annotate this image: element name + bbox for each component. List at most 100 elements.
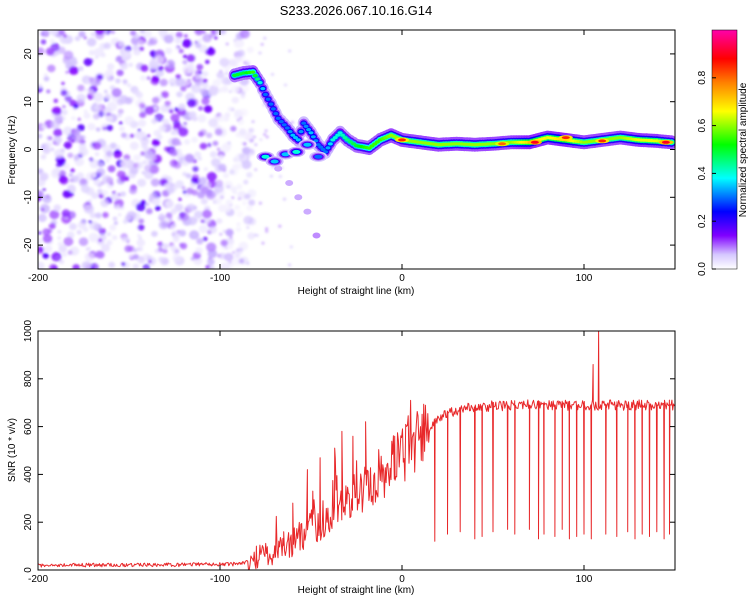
heatmap-noise-speckle (107, 63, 115, 70)
heatmap-noise-speckle (69, 223, 77, 231)
heatmap-noise-speckle (194, 30, 204, 36)
x-tick-label: -200 (28, 273, 48, 284)
heatmap-ridge-center (325, 146, 331, 150)
heatmap-noise-speckle (236, 222, 241, 226)
heatmap-noise-speckle (232, 127, 236, 131)
heatmap-noise-speckle (150, 194, 155, 199)
heatmap-noise-speckle (54, 136, 63, 144)
heatmap-ridge-center (344, 138, 350, 142)
heatmap-noise-speckle (58, 175, 68, 184)
heatmap-noise-speckle (180, 85, 187, 92)
heatmap-noise-speckle (148, 259, 152, 264)
heatmap-noise-speckle (146, 76, 151, 80)
heatmap-noise-speckle (102, 126, 107, 130)
heatmap-noise-speckle (132, 263, 139, 269)
heatmap-noise-speckle (178, 127, 189, 137)
heatmap-noise-speckle (254, 143, 258, 147)
heatmap-noise-speckle (170, 113, 180, 123)
heatmap-noise-speckle (70, 192, 75, 196)
heatmap-noise-speckle (115, 205, 121, 210)
heatmap-ridge-center (284, 126, 290, 130)
heatmap-ridge-center (290, 133, 296, 137)
heatmap-noise-speckle (58, 244, 68, 253)
heatmap-noise-speckle (140, 64, 149, 72)
heatmap-noise-speckle (76, 93, 86, 103)
heatmap-noise-speckle (58, 30, 66, 36)
heatmap-noise-speckle (209, 85, 219, 94)
heatmap-noise-speckle (196, 237, 204, 245)
x-tick-label: 0 (399, 273, 405, 284)
heatmap-noise-speckle (88, 49, 95, 56)
heatmap-noise-speckle (123, 154, 131, 161)
heatmap-noise-speckle (203, 105, 213, 113)
heatmap-noise-speckle (255, 234, 259, 237)
heatmap-noise-speckle (120, 191, 126, 197)
heatmap-ridge-center (342, 136, 348, 140)
heatmap-noise-speckle (183, 54, 187, 59)
heatmap-noise-speckle (231, 196, 235, 200)
heatmap-noise-speckle (117, 213, 122, 217)
heatmap-noise-speckle (49, 210, 60, 220)
heatmap-noise-speckle (251, 120, 255, 123)
heatmap-noise-speckle (278, 224, 282, 228)
heatmap-ridge-center (347, 140, 353, 144)
heatmap-noise-speckle (224, 112, 231, 118)
heatmap-noise-speckle (140, 151, 146, 156)
heatmap-noise-speckle (115, 78, 121, 84)
heatmap-noise-speckle (38, 47, 45, 56)
heatmap-ridge-center (275, 116, 281, 120)
heatmap-noise-speckle (106, 159, 110, 163)
heatmap-noise-speckle (206, 242, 217, 252)
y-tick-label: 400 (23, 466, 34, 483)
heatmap-noise-speckle (72, 128, 81, 136)
heatmap-noise-speckle (127, 245, 135, 252)
heatmap-ridge-center (298, 130, 304, 134)
heatmap-noise-speckle (219, 86, 224, 92)
heatmap-ridge-center (268, 102, 274, 106)
y-tick-label: -10 (23, 190, 34, 205)
heatmap-noise-speckle (228, 90, 232, 93)
heatmap-noise-speckle (110, 75, 114, 80)
heatmap-noise-speckle (83, 204, 94, 214)
heatmap-lower-branch (303, 142, 312, 147)
heatmap-noise-speckle (242, 85, 250, 92)
heatmap-noise-speckle (162, 118, 170, 126)
heatmap-ridge-center (315, 143, 321, 147)
heatmap-noise-speckle (38, 83, 43, 88)
heatmap-noise-speckle (138, 236, 142, 240)
heatmap-noise-speckle (54, 149, 65, 159)
heatmap-noise-speckle (63, 236, 74, 247)
heatmap-ridge-center (337, 131, 343, 135)
heatmap-noise-speckle (49, 30, 59, 36)
heatmap-noise-speckle (93, 179, 101, 186)
heatmap-noise-speckle (145, 208, 153, 215)
heatmap-noise-speckle (109, 224, 117, 231)
heatmap-noise-speckle (214, 36, 218, 40)
heatmap-noise-speckle (77, 124, 85, 132)
heatmap-noise-speckle (67, 250, 73, 255)
heatmap-ridge-center (273, 112, 279, 116)
heatmap-noise-speckle (218, 163, 227, 172)
heatmap-noise-speckle (186, 98, 197, 108)
heatmap-noise-speckle (46, 135, 52, 141)
heatmap-noise-speckle (89, 159, 100, 169)
x-tick-label: -100 (210, 574, 230, 585)
heatmap-noise-speckle (100, 52, 106, 58)
heatmap-noise-speckle (229, 169, 235, 175)
heatmap-noise-speckle (151, 139, 160, 147)
heatmap-noise-speckle (239, 116, 243, 120)
heatmap-noise-speckle (42, 188, 46, 192)
heatmap-noise-speckle (258, 201, 262, 205)
heatmap-ridge-center (308, 131, 314, 135)
heatmap-noise-speckle (111, 88, 122, 98)
heatmap-noise-speckle (231, 96, 239, 104)
heatmap-noise-speckle (144, 150, 154, 160)
heatmap-noise-speckle (87, 88, 94, 94)
heatmap-noise-speckle (147, 40, 153, 46)
heatmap-noise-speckle (120, 49, 131, 59)
heatmap-ridge-center (250, 70, 256, 74)
heatmap-noise-speckle (161, 91, 169, 99)
heatmap-ridge-center (335, 133, 341, 137)
heatmap-noise-speckle (121, 262, 126, 267)
heatmap-noise-speckle (220, 143, 231, 153)
